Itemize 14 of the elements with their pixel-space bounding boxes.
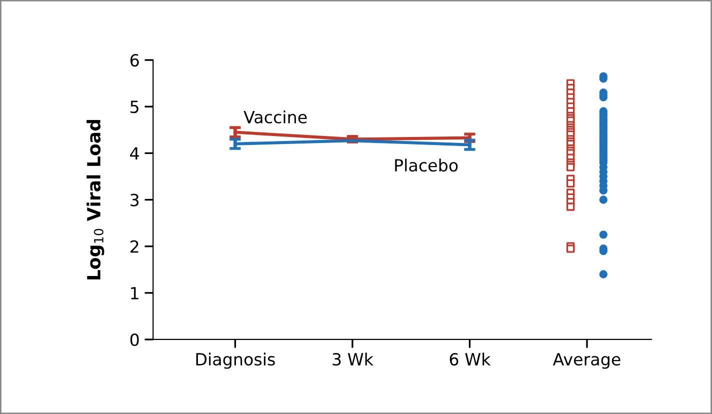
y-axis-title: Log$_{10}$ Viral Load (86, 120, 104, 280)
y-tick-label: 3 (130, 194, 139, 206)
y-tick-label: 1 (131, 287, 138, 300)
series-label: Placebo (395, 158, 458, 172)
y-tick-label: 0 (130, 333, 139, 346)
y-tick-label: 2 (130, 240, 138, 253)
y-tick-label: 5 (130, 100, 138, 114)
y-tick-label: 4 (130, 147, 139, 160)
x-tick-label: 3 Wk (332, 352, 374, 366)
series-label: Vaccine (244, 110, 307, 124)
x-tick-label: 6 Wk (450, 352, 491, 366)
y-tick-label: 6 (130, 54, 139, 67)
x-tick-label: Diagnosis (196, 352, 275, 369)
x-tick-label: Average (552, 353, 620, 369)
